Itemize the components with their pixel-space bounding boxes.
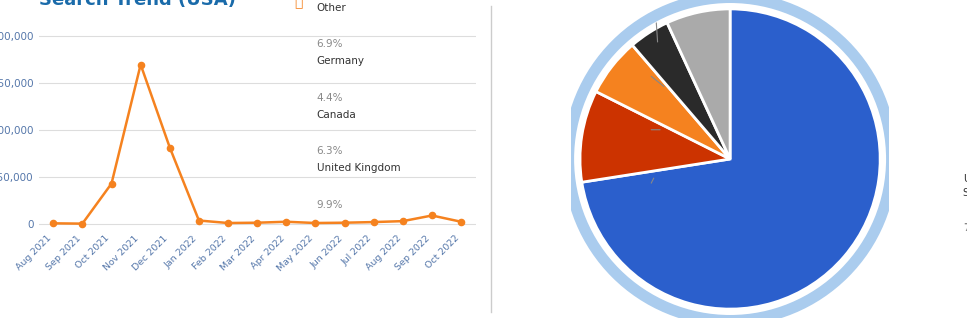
Point [425,213,440,218]
Point [366,219,381,225]
Text: 6.9%: 6.9% [316,39,343,49]
Wedge shape [596,45,730,159]
Wedge shape [582,9,880,309]
Point [220,220,236,225]
Text: United Kingdom: United Kingdom [316,163,400,173]
Wedge shape [667,9,730,159]
Point [162,145,178,150]
Point [337,220,352,225]
Point [454,219,469,224]
Wedge shape [632,23,730,159]
Text: Other: Other [316,3,346,13]
Text: United
States: United States [963,174,967,198]
Wedge shape [580,92,730,182]
Text: 9.9%: 9.9% [316,200,343,210]
FancyBboxPatch shape [956,154,967,245]
Text: 6.3%: 6.3% [316,146,343,156]
Point [308,220,323,225]
Text: ⓘ: ⓘ [294,0,303,9]
Text: Canada: Canada [316,110,357,120]
Text: 4.4%: 4.4% [316,93,343,103]
Point [191,218,207,223]
Text: 72.6%: 72.6% [963,223,967,232]
Point [278,219,294,224]
Point [396,218,411,224]
Point [132,62,148,67]
Point [103,181,119,186]
Text: Germany: Germany [316,56,365,66]
Point [74,221,90,226]
Point [45,221,61,226]
Point [249,220,265,225]
Text: Search Trend (USA): Search Trend (USA) [39,0,236,9]
